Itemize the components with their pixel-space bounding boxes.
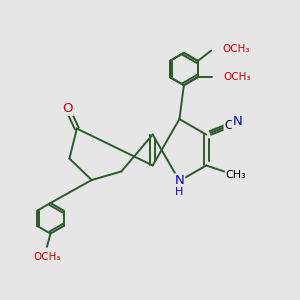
Text: N: N	[175, 174, 184, 188]
Text: O: O	[62, 102, 73, 115]
Text: OCH₃: OCH₃	[222, 44, 250, 54]
Text: OCH₃: OCH₃	[33, 252, 61, 262]
Text: OCH₃: OCH₃	[223, 72, 251, 82]
Text: H: H	[175, 187, 184, 197]
Text: N: N	[233, 116, 242, 128]
Text: C: C	[224, 119, 233, 132]
Text: CH₃: CH₃	[226, 170, 247, 180]
